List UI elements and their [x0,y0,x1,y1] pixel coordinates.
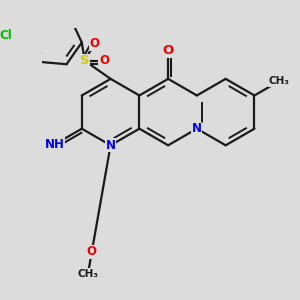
Text: CH₃: CH₃ [77,269,98,279]
Text: O: O [99,54,109,67]
Text: N: N [106,139,116,152]
Text: N: N [192,122,202,135]
Text: O: O [87,245,97,258]
Text: Cl: Cl [0,29,12,42]
Text: NH: NH [44,138,64,151]
Text: O: O [89,38,99,50]
Text: S: S [80,54,89,67]
Text: O: O [163,44,174,57]
Text: CH₃: CH₃ [268,76,289,86]
